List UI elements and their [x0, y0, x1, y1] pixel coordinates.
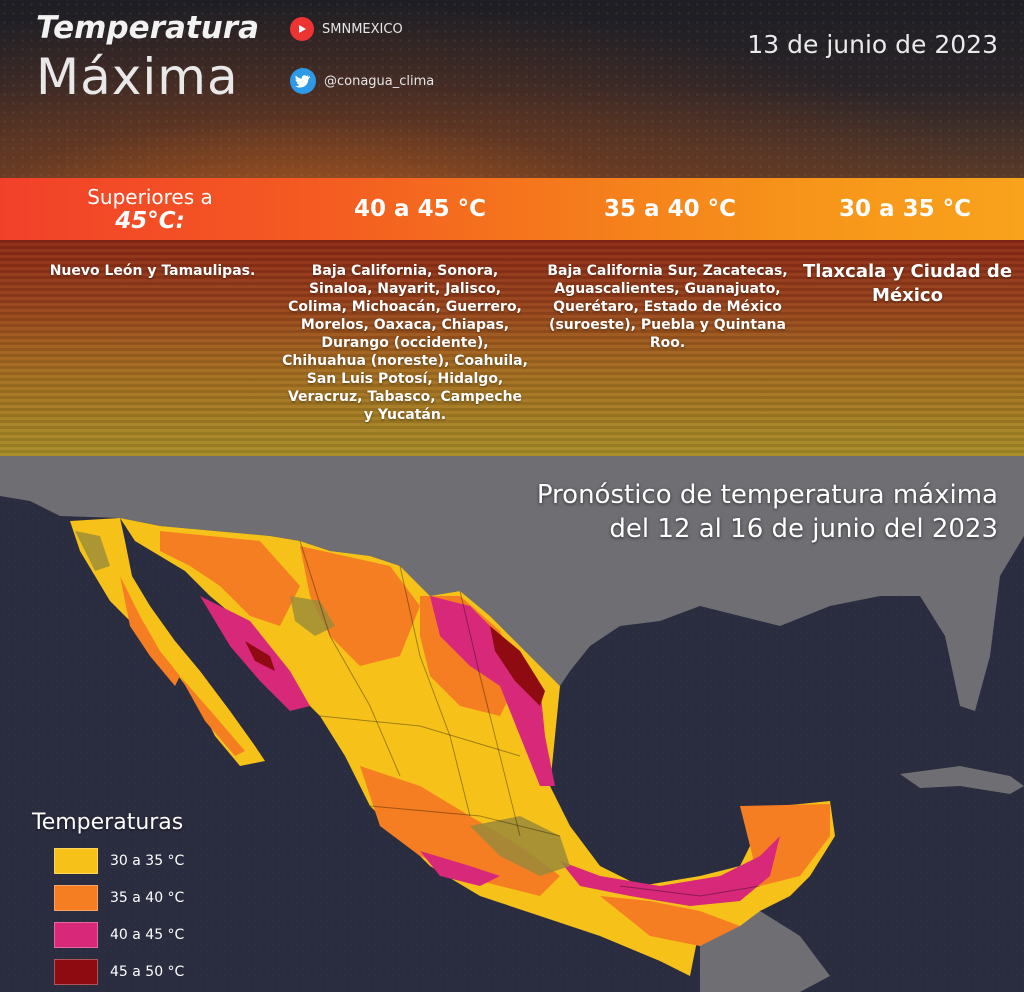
regions-40-45: Baja California, Sonora, Sinaloa, Nayari…	[282, 263, 528, 423]
date: 13 de junio de 2023	[747, 30, 998, 59]
title-line2: Máxima	[36, 48, 239, 106]
regions-above-45: Nuevo León y Tamaulipas.	[49, 263, 256, 279]
forecast-map: Pronóstico de temperatura máxima del 12 …	[0, 456, 1024, 992]
range-above-45-line2: 45°C:	[115, 208, 185, 234]
legend: Temperaturas 30 a 35 °C 35 a 40 °C 40 a …	[32, 810, 184, 992]
map-title-line1: Pronóstico de temperatura máxima	[536, 480, 998, 510]
cuba-land	[900, 766, 1024, 794]
legend-label: 40 a 45 °C	[110, 927, 185, 943]
mexico-mainland	[120, 518, 835, 976]
central-america-land	[700, 911, 830, 992]
legend-title: Temperaturas	[32, 810, 184, 835]
youtube-link[interactable]: SMNMEXICO	[290, 17, 403, 41]
range-35-40: 35 a 40 °C	[604, 196, 736, 222]
legend-swatch-35-40	[54, 885, 98, 911]
range-above-45: Superiores a 45°C:	[40, 178, 260, 240]
map-title-line2: del 12 al 16 de junio del 2023	[609, 514, 998, 544]
legend-label: 35 a 40 °C	[110, 890, 185, 906]
legend-item: 45 a 50 °C	[32, 959, 185, 985]
twitter-handle: @conagua_clima	[324, 73, 435, 89]
regions-30-35: Tlaxcala y Ciudad de México	[802, 261, 1013, 306]
youtube-handle: SMNMEXICO	[322, 21, 403, 37]
legend-item: 30 a 35 °C	[32, 848, 185, 874]
regions-35-40: Baja California Sur, Zacatecas, Aguascal…	[547, 263, 788, 351]
title-line1: Temperatura	[36, 10, 259, 46]
legend-swatch-45-50	[54, 959, 98, 985]
range-above-45-line1: Superiores a	[87, 185, 213, 209]
legend-swatch-30-35	[54, 848, 98, 874]
baja-california	[70, 518, 265, 766]
map-graphic	[0, 456, 1024, 992]
legend-label: 45 a 50 °C	[110, 964, 185, 980]
legend-item: 40 a 45 °C	[32, 922, 185, 948]
legend-swatch-40-45	[54, 922, 98, 948]
twitter-bird-icon	[290, 68, 316, 94]
twitter-link[interactable]: @conagua_clima	[290, 68, 434, 94]
range-40-45: 40 a 45 °C	[354, 196, 486, 222]
legend-item: 35 a 40 °C	[32, 885, 185, 911]
header: Temperatura Máxima SMNMEXICO @conagua_cl…	[0, 0, 1024, 178]
map-title: Pronóstico de temperatura máxima del 12 …	[537, 478, 998, 546]
usa-land	[0, 456, 1024, 711]
range-30-35: 30 a 35 °C	[839, 196, 971, 222]
ranges-band: Superiores a 45°C: 40 a 45 °C 35 a 40 °C…	[0, 178, 1024, 240]
youtube-icon	[290, 17, 314, 41]
legend-label: 30 a 35 °C	[110, 853, 185, 869]
regions-panel: Nuevo León y Tamaulipas. Baja California…	[0, 240, 1024, 456]
